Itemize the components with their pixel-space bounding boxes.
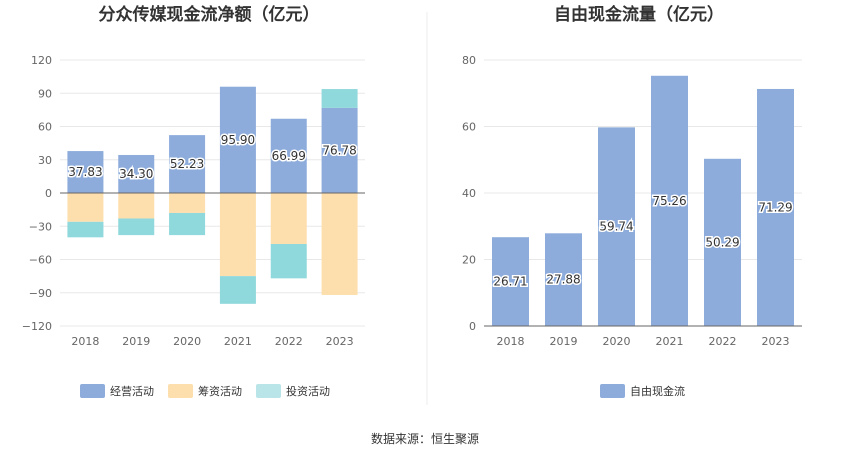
bar-经营活动-2023: [321, 107, 358, 193]
data-label: 27.88: [546, 273, 580, 287]
x-tick-label: 2018: [497, 335, 525, 348]
bar-投资活动-2021: [219, 276, 256, 304]
bar-投资活动-2020: [169, 212, 206, 236]
x-tick-label: 2019: [122, 335, 150, 348]
data-label: 66.99: [272, 149, 306, 163]
bar-投资活动-2019: [118, 218, 155, 236]
x-tick-label: 2021: [656, 335, 684, 348]
y-tick-label: 20: [462, 254, 476, 267]
bar-投资活动-2023: [321, 89, 358, 108]
bar-经营活动-2022: [270, 118, 307, 193]
y-tick-label: 0: [45, 187, 52, 200]
data-label: 95.90: [221, 133, 255, 147]
chart-title: 自由现金流量（亿元）: [554, 4, 724, 25]
bar-自由现金流-2021: [651, 75, 688, 326]
x-tick-label: 2020: [173, 335, 201, 348]
y-tick-label: 60: [38, 121, 52, 134]
x-tick-label: 2018: [71, 335, 99, 348]
x-tick-label: 2020: [603, 335, 631, 348]
data-label: 75.26: [652, 194, 686, 208]
bar-投资活动-2022: [270, 243, 307, 279]
bar-筹资活动-2018: [67, 193, 104, 222]
bar-自由现金流-2018: [492, 237, 529, 326]
legend-swatch: [256, 384, 281, 398]
bar-经营活动-2021: [219, 86, 256, 193]
data-label: 50.29: [705, 235, 739, 249]
chart-title: 分众传媒现金流净额（亿元）: [99, 4, 320, 25]
cash-flow-chart: 分众传媒现金流净额（亿元） 120 90 60 30 0 −30 −60 −90 −120 37…: [22, 4, 365, 398]
data-label: 26.71: [493, 275, 527, 289]
y-tick-label: −120: [22, 320, 52, 333]
data-label: 76.78: [322, 143, 356, 157]
legend-label: 筹资活动: [198, 384, 242, 398]
data-label: 34.30: [119, 167, 153, 181]
bar-自由现金流-2023: [757, 88, 794, 326]
x-tick-label: 2022: [275, 335, 303, 348]
legend-label: 投资活动: [286, 384, 330, 398]
bar-筹资活动-2021: [219, 193, 256, 277]
x-tick-label: 2023: [762, 335, 790, 348]
bar-经营活动-2018: [67, 151, 104, 193]
legend-swatch: [80, 384, 105, 398]
bar-投资活动-2018: [67, 221, 104, 238]
y-tick-label: 120: [31, 54, 52, 67]
data-label: 59.74: [599, 220, 633, 234]
y-tick-label: 0: [469, 320, 476, 333]
bar-筹资活动-2020: [169, 193, 206, 213]
bar-筹资活动-2023: [321, 193, 358, 295]
y-tick-label: 80: [462, 54, 476, 67]
bar-筹资活动-2019: [118, 193, 155, 219]
x-tick-label: 2022: [709, 335, 737, 348]
x-tick-label: 2021: [224, 335, 252, 348]
legend: 自由现金流: [600, 384, 685, 398]
bar-自由现金流-2020: [598, 127, 635, 326]
data-label: 52.23: [170, 157, 204, 171]
bar-自由现金流-2022: [704, 158, 741, 326]
bar-经营活动-2019: [118, 154, 155, 193]
bar-经营活动-2020: [169, 135, 206, 193]
y-tick-label: 30: [38, 154, 52, 167]
y-tick-label: 40: [462, 187, 476, 200]
data-label: 71.29: [758, 200, 792, 214]
x-tick-label: 2023: [326, 335, 354, 348]
y-tick-label: −60: [29, 254, 52, 267]
legend-swatch: [168, 384, 193, 398]
legend-label: 经营活动: [110, 384, 154, 398]
y-tick-label: −90: [29, 287, 52, 300]
free-cash-flow-chart: 自由现金流量（亿元） 80 60 40 20 0 26.71 27.88 59.74 75.2…: [462, 4, 802, 398]
legend-label: 自由现金流: [630, 384, 685, 398]
y-tick-label: 90: [38, 87, 52, 100]
y-tick-label: 60: [462, 121, 476, 134]
legend: 经营活动 筹资活动 投资活动: [80, 384, 330, 398]
legend-swatch: [600, 384, 625, 398]
bar-筹资活动-2022: [270, 193, 307, 244]
data-source: 数据来源：恒生聚源: [371, 431, 479, 446]
bar-自由现金流-2019: [545, 233, 582, 326]
y-tick-label: −30: [29, 220, 52, 233]
x-tick-label: 2019: [550, 335, 578, 348]
data-label: 37.83: [68, 165, 102, 179]
